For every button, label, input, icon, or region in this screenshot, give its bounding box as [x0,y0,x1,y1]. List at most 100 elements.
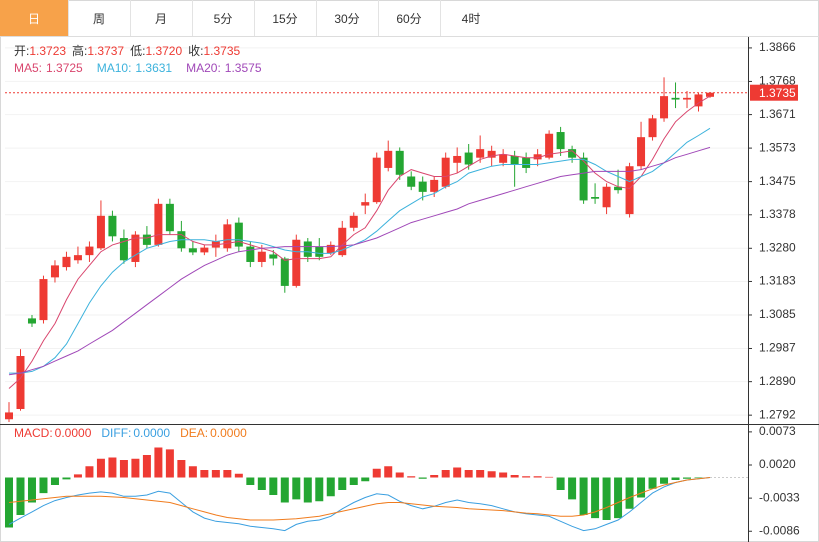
candle-body [200,247,209,253]
candle-body [430,179,439,192]
candle-body [522,157,531,168]
y-tick-label: 1.2792 [759,407,796,421]
macd-bar [269,477,278,495]
macd-bar [579,477,588,515]
macd-bar [73,474,82,478]
macd-bar [16,477,25,515]
macd-bar [568,477,577,500]
candle-body [372,157,381,203]
quote-value: 1.3723 [29,44,66,58]
ma-line [8,95,711,389]
macd-bar [234,473,243,478]
macd-bar [131,458,140,478]
macd-bar [602,477,611,520]
candle-body [476,149,485,158]
candle-body [395,150,404,175]
macd-bar [533,476,542,478]
candle-body [154,203,163,245]
macd-value: 0.0000 [55,426,92,440]
candle-body [556,132,565,150]
candle-body [625,166,634,215]
macd-bar [50,477,59,485]
candle-body [338,227,347,256]
candle-body [361,202,370,206]
tab-active [0,0,68,36]
macd-bar [211,470,220,478]
macd-bar [441,470,450,478]
macd-value: 0.0000 [210,426,247,440]
candle-body [326,244,335,254]
macd-legend: MACD: 0.0000 DIFF: 0.0000 DEA: 0.0000 [14,426,247,440]
candle-body [568,149,577,158]
candle-body [188,248,197,253]
macd-bar [108,457,117,478]
macd-bar [338,477,347,490]
macd-bar [591,477,600,519]
y-tick-label: 1.3280 [759,240,796,254]
tab[interactable]: 60分 [396,12,421,26]
macd-bar [453,467,462,478]
macd-bar [556,477,565,490]
ma-name: MA20: [186,61,221,75]
macd-bar [200,470,209,478]
macd-bar [85,466,94,478]
y-tick-label: 1.3768 [759,74,796,88]
ma-value: 1.3575 [225,61,262,75]
candle-body [487,150,496,158]
macd-bar [660,477,669,484]
macd-bar [39,477,48,494]
y-tick-label: -0.0086 [759,523,800,537]
tab[interactable]: 5分 [214,12,233,26]
candle-body [73,255,82,261]
candle-body [269,254,278,259]
y-tick-label: 1.3573 [759,140,796,154]
candle-body [234,222,243,247]
macd-bar [384,466,393,478]
candle-body [407,176,416,187]
candle-body [223,224,232,249]
tab[interactable]: 15分 [272,12,297,26]
candle-body [441,157,450,187]
current-price-label: 1.3735 [759,86,796,100]
macd-bar [177,460,186,478]
macd-bar [361,477,370,482]
candle-body [165,203,174,232]
tab[interactable]: 30分 [334,12,359,26]
ma-name: MA10: [97,61,132,75]
tab[interactable]: 4时 [462,12,481,26]
quote-name: 低: [130,44,145,58]
y-tick-label: 1.3475 [759,174,796,188]
candle-body [303,241,312,257]
quote-name: 高: [72,43,87,58]
macd-bar [246,477,255,485]
macd-bar [683,477,692,479]
candle-body [5,412,13,420]
macd-bar [545,476,554,478]
macd-bar [188,466,197,478]
candle-body [579,157,588,201]
macd-bar [315,477,324,502]
candle-body [108,215,117,237]
quote-line: 开:1.3723 高:1.3737 低:1.3720 收:1.3735 [14,43,241,58]
candle-body [85,246,94,256]
tab[interactable]: 日 [28,12,40,26]
macd-bar [154,447,163,478]
candle-body [39,279,48,321]
ma-value: 1.3725 [46,61,83,75]
macd-bar [499,472,508,478]
candle-body [16,356,25,410]
tab[interactable]: 月 [155,12,167,26]
candle-body [280,258,289,286]
tab[interactable]: 周 [93,12,105,26]
candle-body [499,154,508,163]
macd-bar [257,477,266,490]
ma-legend: MA5: 1.3725 MA10: 1.3631 MA20: 1.3575 [14,61,262,75]
macd-bar [510,475,519,478]
macd-bar [303,477,312,503]
y-tick-label: 1.3866 [759,40,796,54]
candle-body [349,215,358,228]
macd-value: 0.0000 [133,426,170,440]
current-price-box [750,84,798,101]
macd-bar [464,470,473,478]
